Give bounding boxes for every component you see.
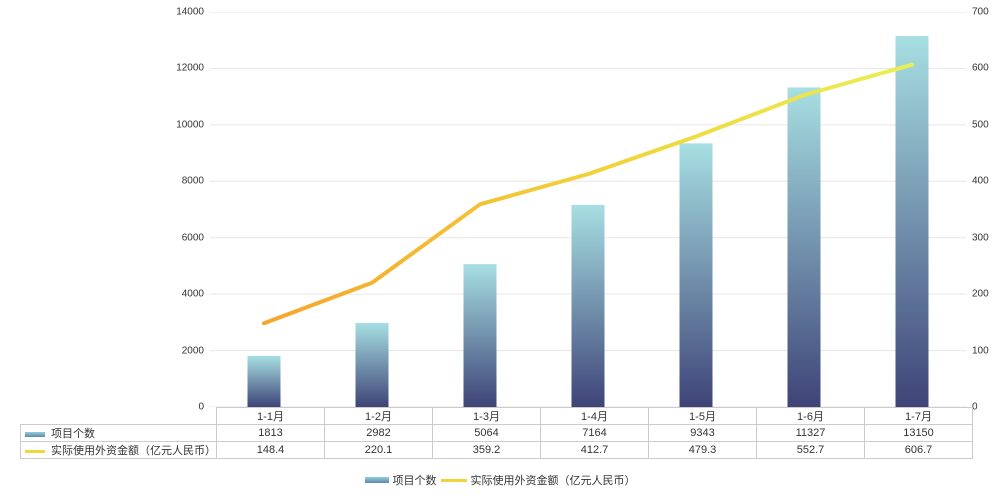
- value-cell: 5064: [432, 424, 541, 442]
- table-corner-blank: [21, 408, 217, 425]
- y-axis-right-tick-label: 500: [972, 119, 989, 131]
- bar: [787, 87, 821, 407]
- y-axis-left-tick-label: 10000: [176, 119, 204, 131]
- line-series-swatch-icon: [440, 478, 467, 482]
- line-series-swatch-icon: [25, 449, 45, 453]
- y-axis-left-tick-label: 2000: [181, 345, 204, 357]
- legend-bar-series-label: 项目个数: [392, 475, 437, 487]
- x-axis-category-cell: 1-4月: [540, 407, 649, 425]
- legend-item-bar-series[interactable]: 项目个数: [364, 472, 437, 488]
- value-cell: 606.7: [864, 441, 973, 459]
- table-legend-cell: 实际使用外资金额（亿元人民币）: [20, 441, 217, 459]
- bar: [571, 204, 605, 407]
- x-axis-category-cell: 1-2月: [324, 407, 433, 425]
- y-axis-left-tick-label: 12000: [176, 62, 204, 74]
- y-axis-right-tick-label: 600: [972, 62, 989, 74]
- y-axis-left-tick-label: 0: [198, 401, 204, 413]
- y-axis-right-tick-label: 700: [972, 6, 989, 18]
- y-axis-left-tick-label: 4000: [181, 288, 204, 300]
- x-axis-category-cell: 1-7月: [864, 407, 973, 425]
- bar: [355, 322, 389, 407]
- bar: [463, 264, 497, 407]
- bar: [679, 143, 713, 407]
- data-table: 1-1月 1-2月 1-3月 1-4月 1-5月 1-6月 1-7月项目个数 1813 2982…: [20, 407, 973, 459]
- y-axis-left-tick-label: 14000: [176, 6, 204, 18]
- bar: [247, 355, 281, 407]
- y-axis-right-tick-label: 0: [972, 401, 978, 413]
- bar-series-swatch-icon: [25, 431, 45, 437]
- y-axis-right-tick-label: 100: [972, 345, 989, 357]
- y-axis-right: 700 600 500 400 300 200 100 0: [972, 0, 1000, 430]
- chart-legend: 项目个数 实际使用外资金额（亿元人民币）: [0, 471, 1000, 489]
- x-axis-category-cell: 1-6月: [756, 407, 865, 425]
- y-axis-left-tick-label: 6000: [181, 232, 204, 244]
- value-cell: 9343: [648, 424, 757, 442]
- plot-area: [210, 12, 966, 407]
- table-series-label: 实际使用外资金额（亿元人民币）: [51, 445, 216, 457]
- value-cell: 2982: [324, 424, 433, 442]
- value-cell: 412.7: [540, 441, 649, 459]
- value-cell: 479.3: [648, 441, 757, 459]
- y-axis-right-tick-label: 200: [972, 288, 989, 300]
- value-cell: 552.7: [756, 441, 865, 459]
- value-cell: 359.2: [432, 441, 541, 459]
- value-cell: 148.4: [216, 441, 325, 459]
- value-cell: 13150: [864, 424, 973, 442]
- bar-series-swatch-icon: [364, 477, 389, 483]
- table-row: 实际使用外资金额（亿元人民币） 148.4 220.1 359.2 412.7 479.3…: [20, 441, 973, 459]
- x-axis-category-cell: 1-3月: [432, 407, 541, 425]
- value-cell: 220.1: [324, 441, 433, 459]
- legend-line-series-label: 实际使用外资金额（亿元人民币）: [470, 475, 636, 487]
- bar: [895, 35, 929, 407]
- value-cell: 1813: [216, 424, 325, 442]
- y-axis-left: 14000 12000 10000 8000 6000 4000 2000 0: [0, 0, 204, 430]
- table-series-label: 项目个数: [51, 428, 95, 440]
- table-row: 项目个数 1813 2982 5064 7164 9343 11327 13150: [20, 424, 973, 442]
- line-series: [262, 62, 914, 326]
- table-legend-cell: 项目个数: [20, 424, 217, 442]
- value-cell: 7164: [540, 424, 649, 442]
- y-axis-right-tick-label: 400: [972, 175, 989, 187]
- value-cell: 11327: [756, 424, 865, 442]
- y-axis-left-tick-label: 8000: [181, 175, 204, 187]
- x-axis-category-cell: 1-5月: [648, 407, 757, 425]
- x-axis-category-cell: 1-1月: [216, 407, 325, 425]
- legend-item-line-series[interactable]: 实际使用外资金额（亿元人民币）: [440, 472, 636, 488]
- y-axis-right-tick-label: 300: [972, 232, 989, 244]
